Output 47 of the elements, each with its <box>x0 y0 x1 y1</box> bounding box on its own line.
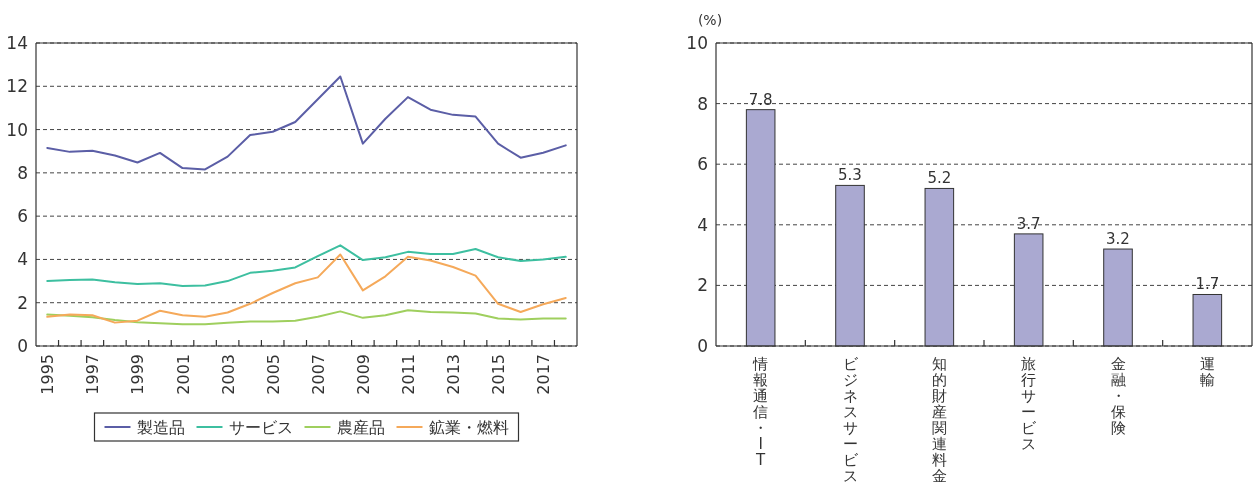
data-label: 3.7 <box>1016 214 1041 233</box>
x-tick-label: 情報通信・IT <box>752 355 769 469</box>
y-tick-label: 14 <box>6 33 28 53</box>
data-label: 3.2 <box>1106 230 1130 249</box>
y-tick-label: 6 <box>17 206 28 227</box>
y-tick-label: 4 <box>17 249 28 270</box>
y-tick-label: 8 <box>17 162 28 183</box>
x-tick-label: 1999 <box>128 354 148 395</box>
y-tick-label: 4 <box>697 214 708 235</box>
y-tick-label: 0 <box>697 336 708 356</box>
line-series <box>46 309 567 326</box>
y-axis-title: (%) <box>697 12 723 28</box>
x-tick-label: 2005 <box>263 354 283 395</box>
y-tick-label: 2 <box>697 275 708 296</box>
line-series <box>46 244 567 288</box>
x-tick-label: 2001 <box>173 354 193 395</box>
legend-label: 農産品 <box>336 418 385 437</box>
y-tick-label: 12 <box>6 76 28 97</box>
x-tick-label: 2017 <box>534 354 554 395</box>
y-tick-label: 8 <box>697 93 708 114</box>
line-series <box>46 253 567 324</box>
x-tick-label: 2003 <box>218 354 238 395</box>
x-tick-label: 金融・保険 <box>1110 355 1126 437</box>
x-tick-label: 1997 <box>83 354 103 395</box>
line-series <box>46 75 567 171</box>
x-tick-label: 2015 <box>489 354 509 395</box>
legend-label: サービス <box>228 418 293 437</box>
x-tick-label: 1995 <box>38 354 58 395</box>
x-tick-label: 2009 <box>353 354 373 395</box>
x-tick-label: 2011 <box>398 354 418 395</box>
x-tick-label: 運輸 <box>1199 355 1215 389</box>
y-tick-label: 10 <box>686 33 708 53</box>
data-label: 7.8 <box>748 90 773 109</box>
legend-label: 製造品 <box>136 418 185 437</box>
legend-label: 鉱業・燃料 <box>428 418 509 437</box>
y-tick-label: 6 <box>697 154 708 175</box>
y-tick-label: 2 <box>17 292 28 313</box>
x-tick-label: 2013 <box>444 354 464 395</box>
x-tick-label: ビジネスサービス <box>842 355 859 485</box>
x-tick-label: 旅行サービス <box>1021 355 1038 453</box>
data-label: 5.2 <box>927 169 952 188</box>
data-label: 1.7 <box>1195 275 1220 294</box>
x-tick-label: 2007 <box>308 354 328 395</box>
x-tick-label: 知的財産関連料金 <box>931 355 947 485</box>
y-tick-label: 0 <box>17 336 28 356</box>
data-label: 5.3 <box>838 166 862 185</box>
y-tick-label: 10 <box>6 119 28 140</box>
